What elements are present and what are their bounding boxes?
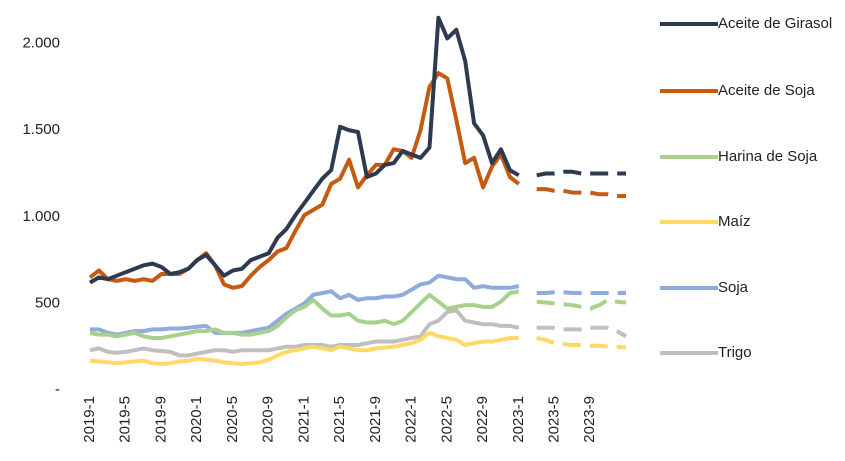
legend-item: Maíz (660, 210, 836, 233)
y-tick-label: 500 (35, 294, 60, 311)
forecast-line (536, 187, 626, 198)
legend-item: Trigo (660, 341, 836, 364)
x-tick-label: 2019-5 (117, 396, 134, 443)
x-tick-label: 2021-9 (367, 396, 384, 443)
y-tick-label: 2.000 (22, 35, 60, 52)
forecast-line (536, 169, 626, 178)
line (88, 71, 521, 290)
line (89, 330, 519, 366)
legend-label: Soja (718, 279, 749, 296)
legend-swatch (660, 220, 718, 224)
forecast-line (536, 336, 627, 350)
y-tick-label: 1.500 (22, 121, 60, 138)
x-tick-label: 2020-5 (224, 396, 241, 443)
x-tick-label: 2023-1 (510, 396, 527, 443)
legend-label: Trigo (718, 344, 752, 361)
x-tick-label: 2019-1 (81, 396, 98, 443)
x-tick-label: 2023-5 (546, 396, 563, 443)
x-tick-label: 2022-9 (474, 396, 491, 443)
legend-label: Aceite de Girasol (718, 15, 833, 32)
line (89, 308, 520, 358)
x-tick-label: 2021-1 (295, 396, 312, 443)
legend-item: Harina de Soja (660, 145, 836, 168)
x-tick-label: 2020-1 (188, 396, 205, 443)
legend-swatch (660, 22, 718, 26)
forecast-line (536, 297, 627, 311)
line (88, 15, 520, 285)
forecast-line (536, 290, 626, 295)
legend-swatch (660, 155, 718, 159)
forecast-line (536, 325, 628, 339)
legend-label: Aceite de Soja (718, 82, 815, 99)
line (90, 273, 520, 337)
legend-swatch (660, 89, 718, 93)
x-tick-label: 2020-9 (260, 396, 277, 443)
legend-label: Harina de Soja (718, 148, 818, 165)
line (89, 289, 520, 340)
legend-swatch (660, 351, 718, 355)
legend-label: Maíz (718, 213, 751, 230)
x-tick-label: 2022-1 (403, 396, 420, 443)
x-tick-label: 2019-9 (152, 396, 169, 443)
y-tick-label: 1.000 (22, 208, 60, 225)
legend-swatch (660, 286, 718, 290)
legend-item: Aceite de Soja (660, 79, 836, 102)
legend-item: Aceite de Girasol (660, 12, 836, 35)
x-tick-label: 2021-5 (331, 396, 348, 443)
x-tick-label: 2023-9 (581, 396, 598, 443)
x-tick-label: 2022-5 (438, 396, 455, 443)
legend-item: Soja (660, 276, 836, 299)
y-tick-label: - (55, 381, 60, 398)
